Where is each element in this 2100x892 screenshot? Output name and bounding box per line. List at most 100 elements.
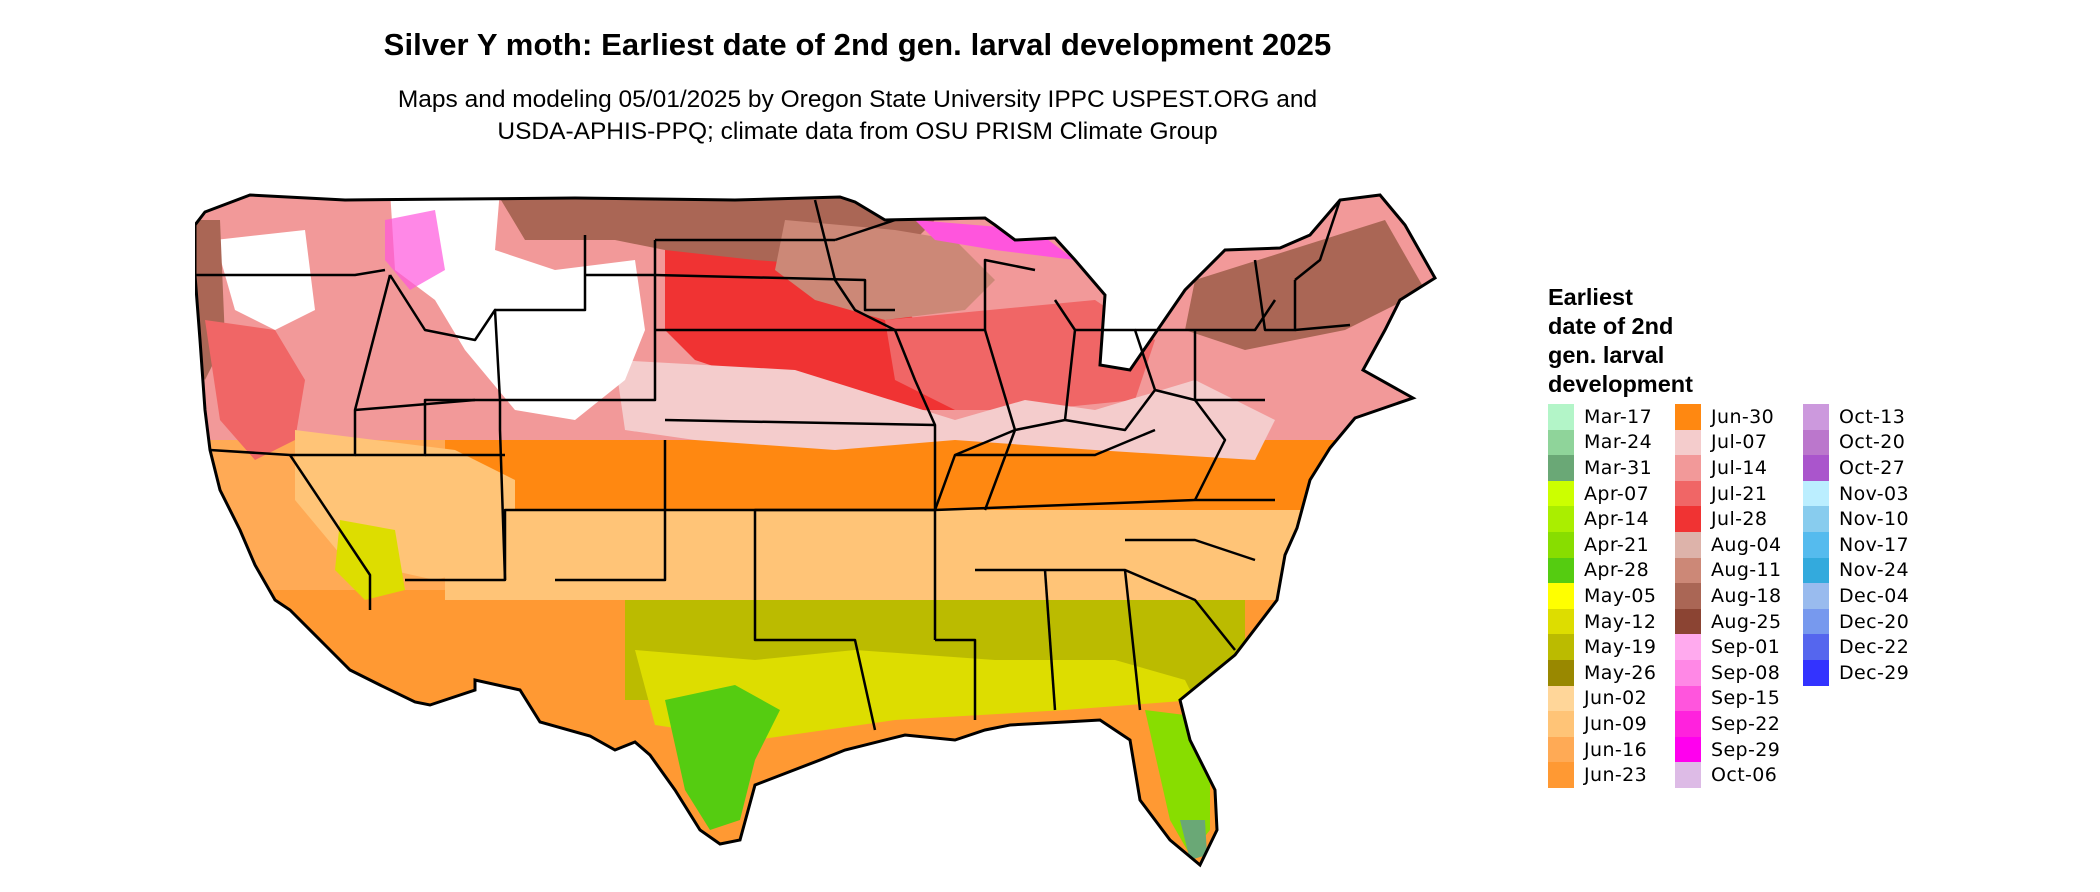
legend-item: Aug-18 [1675,583,1782,609]
legend-swatch [1675,429,1701,456]
legend-item: Nov-03 [1803,480,1910,507]
legend-swatch [1548,429,1574,456]
legend-label: Oct-20 [1839,431,1906,454]
legend-swatch [1548,634,1574,660]
legend-item: Oct-13 [1803,404,1909,430]
zone-florida-tip [1180,820,1207,860]
zone-texas-green [665,685,780,830]
legend-swatch [1803,429,1829,456]
legend-swatch [1803,583,1829,609]
state-boundaries [195,199,1351,731]
legend-label: Sep-08 [1711,661,1781,684]
legend-label: Oct-06 [1711,764,1778,787]
legend-item: Jun-02 [1548,685,1656,712]
legend-item: Sep-01 [1675,634,1782,660]
zone-california-red [205,320,305,460]
legend-label: Aug-11 [1711,559,1782,582]
legend-item: Oct-20 [1803,429,1909,456]
legend-label: Jun-16 [1584,738,1648,761]
legend-item: May-26 [1548,659,1656,686]
legend-item: Nov-10 [1803,506,1909,532]
map-subtitle-line-2: USDA-APHIS-PPQ; climate data from OSU PR… [497,118,1218,145]
zone-south-peach [445,510,1435,600]
legend-swatch [1675,583,1701,609]
legend-item: Oct-06 [1675,762,1782,788]
legend-label: Sep-01 [1711,636,1781,659]
legend-item: Apr-21 [1548,531,1656,558]
legend-swatch [1675,685,1701,712]
legend-item: Aug-25 [1675,608,1782,635]
legend-swatch [1675,480,1701,507]
legend-column-2: Jun-30 Jul-07 Jul-14 Jul-21 Jul-28 Aug-04 Aug-… [1675,404,1782,788]
legend-column-3: Oct-13 Oct-20 Oct-27 Nov-03 Nov-10 Nov-17 Nov-… [1803,404,1909,686]
legend-item: Jul-21 [1675,480,1782,507]
legend-item: May-05 [1548,583,1656,609]
legend-swatch [1675,634,1701,660]
legend-label: Aug-04 [1711,533,1782,556]
legend-swatch [1548,685,1574,712]
legend-label: Jun-23 [1584,764,1648,787]
legend-swatch [1548,762,1574,788]
legend-label: Dec-20 [1839,610,1910,633]
legend-swatch [1548,404,1574,430]
legend-label: Jul-28 [1711,508,1768,531]
legend-swatch [1548,583,1574,609]
legend-item: Sep-08 [1675,659,1782,686]
legend-item: Jun-09 [1548,711,1656,737]
legend-label: Mar-17 [1584,405,1653,428]
legend-item: Jun-16 [1548,736,1656,763]
legend-item: Jul-07 [1675,429,1782,456]
legend-label: Nov-03 [1839,482,1910,505]
legend-swatch [1675,531,1701,558]
legend-swatch [1675,404,1701,430]
legend-label: Dec-22 [1839,636,1910,659]
zone-northeast-brown [1185,220,1425,350]
legend-item: Dec-22 [1803,634,1909,660]
legend-item: Aug-04 [1675,531,1782,558]
legend-item: Dec-29 [1803,659,1910,686]
legend-swatch [1803,404,1829,430]
legend-swatch [1548,736,1574,763]
zone-rockies-magenta [385,210,445,290]
legend-swatch [1675,762,1701,788]
legend-label: Apr-28 [1584,559,1650,582]
legend-item: Apr-07 [1548,480,1656,507]
legend-label: Mar-24 [1584,431,1653,454]
legend-label: Jul-21 [1711,482,1768,505]
legend-label: Apr-07 [1584,482,1650,505]
legend-swatch [1548,455,1574,481]
legend-item: Nov-24 [1803,557,1910,584]
legend-title-line: Earliest [1548,284,1633,310]
legend-swatch [1675,506,1701,532]
legend-item: Dec-04 [1803,583,1909,609]
map-title: Silver Y moth: Earliest date of 2nd gen.… [383,27,1332,62]
legend-label: Jun-30 [1711,405,1775,428]
legend-label: Dec-29 [1839,661,1910,684]
legend-swatch [1803,506,1829,532]
legend-label: Jun-02 [1584,687,1648,710]
legend-swatch [1548,659,1574,686]
legend-label: May-05 [1584,584,1657,607]
legend-item: Mar-31 [1548,455,1656,481]
legend-label: Nov-24 [1839,559,1910,582]
legend-item: Jun-30 [1675,404,1782,430]
legend-label: Aug-25 [1711,610,1782,633]
zone-north-brown-2 [775,220,995,320]
legend-label: Jun-09 [1584,712,1648,735]
zone-rockies-white [390,195,645,420]
legend-swatch [1675,711,1701,737]
legend-swatch [1548,557,1574,584]
legend-item: Sep-15 [1675,685,1782,712]
legend-title-line: gen. larval [1548,342,1665,368]
legend-item: Oct-27 [1803,455,1909,481]
legend-title: Earliest date of 2nd gen. larval develop… [1548,283,1748,399]
legend-item: Dec-20 [1803,608,1910,635]
legend-item: Aug-11 [1675,557,1782,584]
legend-item: May-19 [1548,634,1656,660]
legend-swatch [1803,634,1829,660]
zone-light-pink [615,360,1275,460]
legend-swatch [1548,506,1574,532]
us-degree-day-map [195,193,1437,867]
legend-label: Sep-29 [1711,738,1781,761]
legend-swatch [1548,531,1574,558]
